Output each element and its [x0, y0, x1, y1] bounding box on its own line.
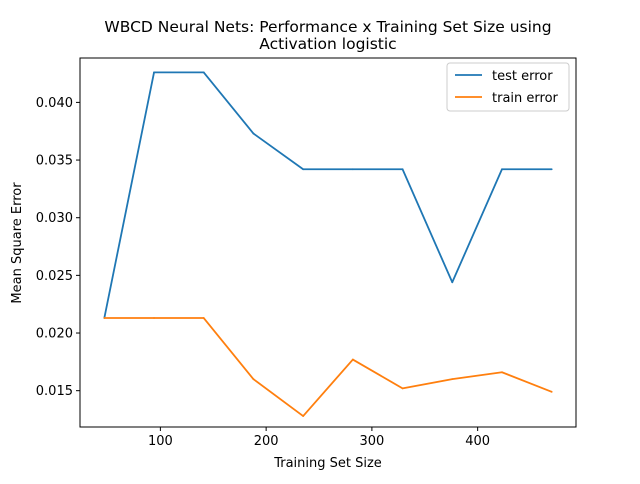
- y-tick-label: 0.030: [36, 211, 73, 226]
- data-point-train-error: [202, 317, 205, 319]
- data-point-train-error: [550, 390, 553, 393]
- chart-title-line-1: WBCD Neural Nets: Performance x Training…: [104, 18, 551, 36]
- y-axis-ticks: 0.015 0.020 0.025 0.030 0.035 0.040: [36, 96, 80, 399]
- data-point-test-error: [302, 168, 305, 171]
- legend-label-test-error: test error: [492, 69, 553, 84]
- data-point-test-error: [153, 71, 155, 74]
- data-point-train-error: [401, 387, 404, 390]
- y-tick-label: 0.025: [36, 269, 73, 284]
- y-tick-label: 0.040: [36, 96, 73, 111]
- data-point-train-error: [351, 358, 354, 361]
- series-line-train-error: [104, 317, 553, 417]
- legend-label-train-error: train error: [492, 91, 559, 106]
- x-axis-ticks: 100 200 300 400: [148, 427, 490, 449]
- x-axis-label: Training Set Size: [273, 456, 382, 471]
- data-point-test-error: [501, 168, 503, 171]
- y-axis-label: Mean Square Error: [10, 182, 25, 304]
- data-point-train-error: [103, 317, 106, 319]
- data-point-train-error: [302, 415, 305, 417]
- y-tick-label: 0.015: [36, 384, 73, 399]
- data-point-test-error: [401, 168, 404, 171]
- data-point-test-error: [451, 281, 454, 284]
- data-point-train-error: [153, 317, 155, 319]
- x-tick-label: 200: [254, 434, 279, 449]
- data-point-train-error: [252, 378, 255, 381]
- x-tick-label: 400: [465, 434, 490, 449]
- plot-area-frame: [79, 57, 577, 428]
- data-point-test-error: [252, 132, 255, 135]
- x-tick-label: 100: [148, 434, 173, 449]
- data-point-test-error: [351, 168, 354, 171]
- series-line-test-error: [103, 71, 552, 319]
- y-tick-label: 0.020: [36, 327, 73, 342]
- y-tick-label: 0.035: [36, 154, 73, 169]
- series-layer: [103, 71, 553, 417]
- data-point-test-error: [550, 168, 553, 171]
- chart-title-line-2: Activation logistic: [259, 35, 396, 53]
- data-point-train-error: [451, 378, 454, 381]
- data-point-train-error: [501, 371, 503, 374]
- x-tick-label: 300: [359, 434, 384, 449]
- legend: test error train error: [446, 62, 570, 112]
- data-point-test-error: [202, 71, 205, 74]
